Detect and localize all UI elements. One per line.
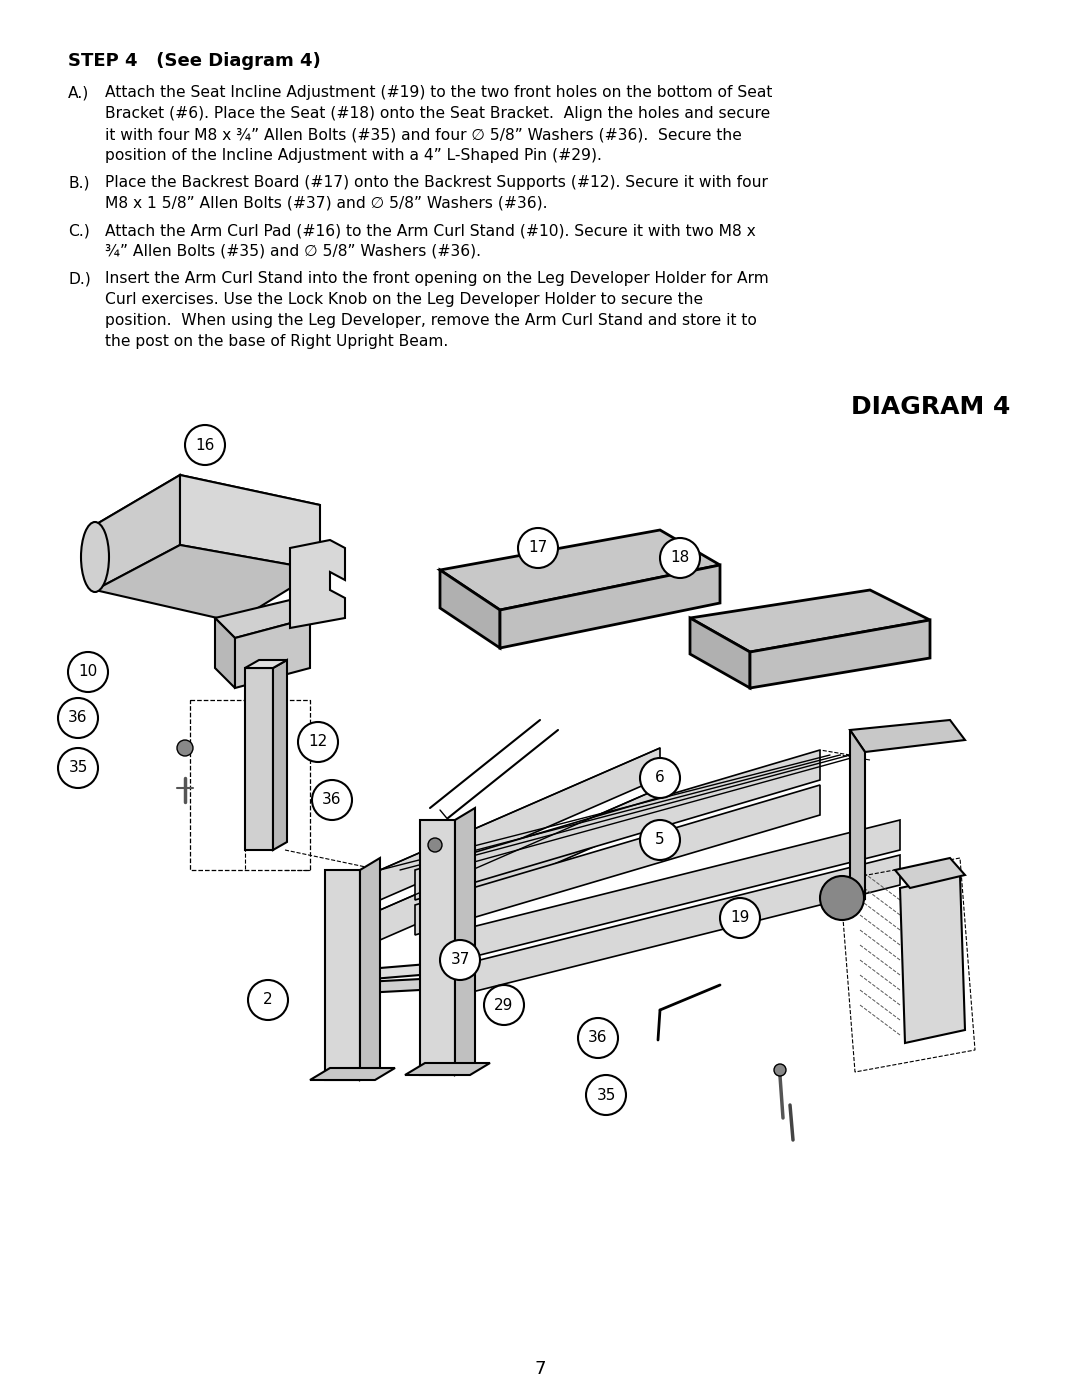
Text: 7: 7: [535, 1361, 545, 1377]
Circle shape: [720, 898, 760, 937]
Circle shape: [578, 1018, 618, 1058]
Polygon shape: [325, 978, 440, 995]
Polygon shape: [895, 858, 966, 888]
Text: 10: 10: [79, 665, 97, 679]
Polygon shape: [245, 659, 287, 668]
Polygon shape: [95, 475, 320, 557]
Circle shape: [185, 425, 225, 465]
Text: 16: 16: [195, 437, 215, 453]
Circle shape: [640, 759, 680, 798]
Text: ¾” Allen Bolts (#35) and ∅ 5/8” Washers (#36).: ¾” Allen Bolts (#35) and ∅ 5/8” Washers …: [105, 244, 481, 258]
Polygon shape: [900, 875, 966, 1044]
Circle shape: [774, 1065, 786, 1076]
Polygon shape: [310, 1067, 395, 1080]
Polygon shape: [291, 541, 345, 629]
Polygon shape: [180, 475, 320, 570]
Circle shape: [58, 747, 98, 788]
Text: Curl exercises. Use the Lock Knob on the Leg Developer Holder to secure the: Curl exercises. Use the Lock Knob on the…: [105, 292, 703, 307]
Text: 35: 35: [596, 1087, 616, 1102]
Text: DIAGRAM 4: DIAGRAM 4: [851, 395, 1010, 419]
Text: 35: 35: [68, 760, 87, 775]
Circle shape: [177, 740, 193, 756]
Text: 37: 37: [450, 953, 470, 968]
Text: Attach the Arm Curl Pad (#16) to the Arm Curl Stand (#10). Secure it with two M8: Attach the Arm Curl Pad (#16) to the Arm…: [105, 224, 756, 237]
Text: 19: 19: [730, 911, 750, 925]
Circle shape: [428, 838, 442, 852]
Text: 6: 6: [656, 771, 665, 785]
Polygon shape: [95, 545, 320, 622]
Polygon shape: [420, 820, 900, 970]
Polygon shape: [690, 617, 750, 687]
Polygon shape: [235, 617, 310, 687]
Ellipse shape: [81, 522, 109, 592]
Polygon shape: [215, 599, 310, 638]
Polygon shape: [420, 855, 900, 1004]
Text: Place the Backrest Board (#17) onto the Backrest Supports (#12). Secure it with : Place the Backrest Board (#17) onto the …: [105, 175, 768, 190]
Circle shape: [518, 528, 558, 569]
Polygon shape: [440, 529, 720, 610]
Text: 36: 36: [589, 1031, 608, 1045]
Circle shape: [586, 1076, 626, 1115]
Polygon shape: [215, 617, 235, 687]
Polygon shape: [415, 785, 820, 935]
Polygon shape: [690, 590, 930, 652]
Text: B.): B.): [68, 175, 90, 190]
Circle shape: [58, 698, 98, 738]
Text: 5: 5: [656, 833, 665, 848]
Text: 29: 29: [495, 997, 514, 1013]
Text: 36: 36: [322, 792, 341, 807]
Text: D.): D.): [68, 271, 91, 286]
Text: 2: 2: [264, 992, 273, 1007]
Text: position of the Incline Adjustment with a 4” L-Shaped Pin (#29).: position of the Incline Adjustment with …: [105, 148, 602, 163]
Circle shape: [312, 780, 352, 820]
Circle shape: [440, 940, 480, 981]
Circle shape: [660, 538, 700, 578]
Circle shape: [248, 981, 288, 1020]
Polygon shape: [380, 788, 660, 940]
Polygon shape: [850, 731, 865, 900]
Text: it with four M8 x ¾” Allen Bolts (#35) and four ∅ 5/8” Washers (#36).  Secure th: it with four M8 x ¾” Allen Bolts (#35) a…: [105, 127, 742, 142]
Text: STEP 4   (See Diagram 4): STEP 4 (See Diagram 4): [68, 52, 321, 70]
Polygon shape: [273, 659, 287, 849]
Polygon shape: [440, 570, 500, 648]
Text: C.): C.): [68, 224, 90, 237]
Text: 18: 18: [671, 550, 690, 566]
Polygon shape: [325, 870, 360, 1080]
Circle shape: [298, 722, 338, 761]
Text: M8 x 1 5/8” Allen Bolts (#37) and ∅ 5/8” Washers (#36).: M8 x 1 5/8” Allen Bolts (#37) and ∅ 5/8”…: [105, 196, 548, 211]
Polygon shape: [360, 963, 440, 981]
Text: Insert the Arm Curl Stand into the front opening on the Leg Developer Holder for: Insert the Arm Curl Stand into the front…: [105, 271, 769, 286]
Text: Attach the Seat Incline Adjustment (#19) to the two front holes on the bottom of: Attach the Seat Incline Adjustment (#19)…: [105, 85, 772, 101]
Text: the post on the base of Right Upright Beam.: the post on the base of Right Upright Be…: [105, 334, 448, 349]
Polygon shape: [750, 620, 930, 687]
Text: 36: 36: [68, 711, 87, 725]
Text: A.): A.): [68, 85, 90, 101]
Circle shape: [820, 876, 864, 921]
Polygon shape: [415, 750, 820, 900]
Polygon shape: [420, 820, 455, 1076]
Circle shape: [640, 820, 680, 861]
Text: Bracket (#6). Place the Seat (#18) onto the Seat Bracket.  Align the holes and s: Bracket (#6). Place the Seat (#18) onto …: [105, 106, 770, 122]
Circle shape: [484, 985, 524, 1025]
Polygon shape: [405, 1063, 490, 1076]
Polygon shape: [500, 564, 720, 648]
Polygon shape: [455, 807, 475, 1076]
Text: 12: 12: [309, 735, 327, 750]
Text: position.  When using the Leg Developer, remove the Arm Curl Stand and store it : position. When using the Leg Developer, …: [105, 313, 757, 328]
Polygon shape: [245, 668, 273, 849]
Polygon shape: [95, 475, 180, 590]
Polygon shape: [360, 858, 380, 1080]
Text: 17: 17: [528, 541, 548, 556]
Polygon shape: [380, 747, 660, 900]
Polygon shape: [850, 719, 966, 752]
Circle shape: [68, 652, 108, 692]
